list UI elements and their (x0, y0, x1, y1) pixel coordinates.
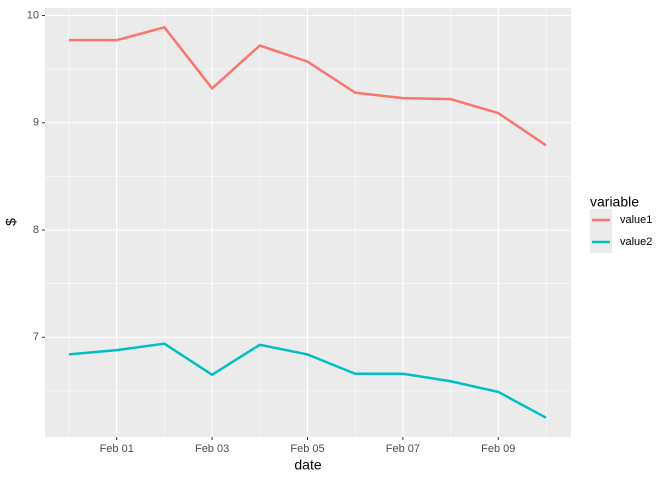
y-tick-label: 7 (33, 331, 39, 343)
x-tick-label: Feb 03 (195, 443, 229, 455)
y-axis-title: $ (3, 218, 19, 226)
y-tick-label: 10 (27, 9, 39, 21)
y-tick-label: 8 (33, 224, 39, 236)
x-axis-title: date (294, 457, 321, 473)
x-tick-label: Feb 07 (386, 443, 420, 455)
x-tick-label: Feb 09 (481, 443, 515, 455)
x-tick-label: Feb 01 (100, 443, 134, 455)
line (68, 342, 547, 419)
legend-label: value2 (620, 236, 652, 248)
legend-title: variable (590, 194, 639, 210)
x-tick-label: Feb 05 (290, 443, 324, 455)
legend-label: value1 (620, 214, 652, 226)
line (69, 25, 547, 147)
y-tick-label: 9 (33, 117, 39, 129)
